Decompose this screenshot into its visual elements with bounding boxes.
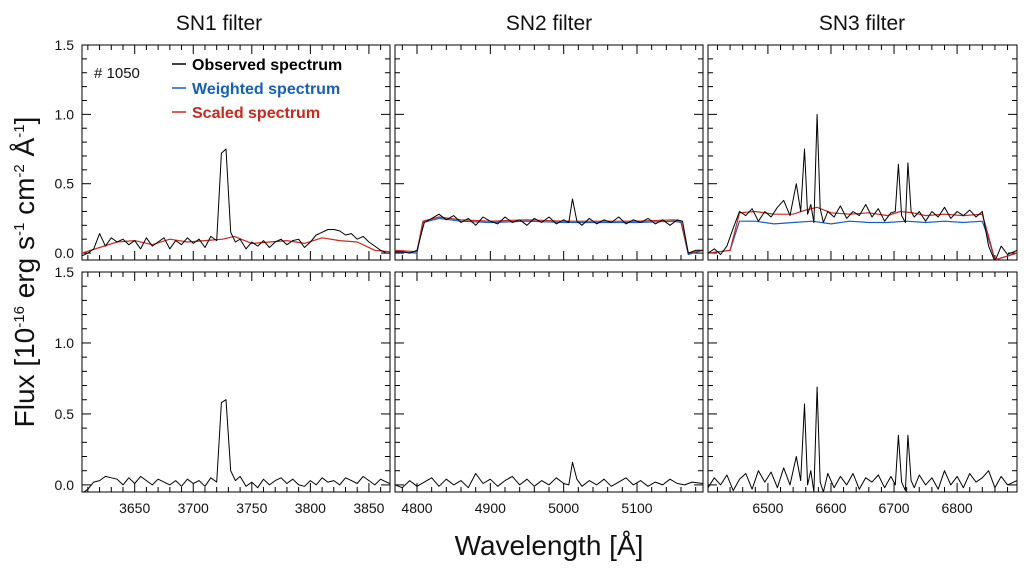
y-tick-label: 1.5 bbox=[55, 37, 75, 53]
series-line-observed bbox=[82, 148, 390, 257]
y-tick-label: 1.0 bbox=[55, 335, 75, 351]
x-tick-label: 4800 bbox=[401, 500, 432, 516]
y-tick-label: 0.0 bbox=[55, 477, 75, 493]
series-line-observed bbox=[395, 198, 703, 254]
series-line-observed bbox=[708, 113, 1017, 260]
panel-frame bbox=[707, 271, 1018, 493]
column-title-sn3: SN3 filter bbox=[819, 12, 905, 35]
x-tick-label: 6700 bbox=[878, 500, 909, 516]
y-axis-label-exp2: -1 bbox=[11, 223, 28, 236]
series-line-observed bbox=[395, 461, 703, 489]
x-tick-label: 3800 bbox=[295, 500, 326, 516]
x-tick-label: 6800 bbox=[942, 500, 973, 516]
legend: Observed spectrum Weighted spectrum Scal… bbox=[172, 57, 342, 122]
y-axis-label-exp4: -1 bbox=[11, 124, 28, 137]
x-tick-label: 6500 bbox=[752, 500, 783, 516]
panel-grid: 0.0 0.5 1.0 1.5 0.0 0.5 1.0 1.5 3650 3700 3750 3800… bbox=[55, 37, 1018, 516]
panel-sn1-top: 0.0 0.5 1.0 1.5 bbox=[55, 37, 391, 261]
series-line-scaled bbox=[708, 206, 1017, 260]
legend-label-scaled: Scaled spectrum bbox=[192, 105, 320, 122]
series-line-observed bbox=[83, 399, 390, 492]
galaxy-id-label: # 1050 bbox=[94, 65, 140, 82]
column-title-sn2: SN2 filter bbox=[506, 12, 592, 35]
panel-sn2-bottom: 4800 4900 5000 5100 bbox=[394, 271, 704, 516]
y-axis-label-pre: Flux [10 bbox=[9, 328, 40, 428]
panel-frame bbox=[81, 271, 391, 493]
y-tick-label: 0.0 bbox=[55, 245, 75, 261]
legend-label-weighted: Weighted spectrum bbox=[192, 81, 340, 98]
y-axis-label: Flux [10-16 erg s-1 cm-2 Å-1] bbox=[9, 117, 40, 428]
x-tick-label: 3850 bbox=[353, 500, 384, 516]
panel-frame bbox=[394, 271, 704, 493]
panel-sn1-bottom: 0.0 0.5 1.0 1.5 3650 3700 3750 3800 3850 bbox=[55, 264, 391, 516]
series-line-weighted bbox=[708, 220, 1017, 260]
column-title-sn1: SN1 filter bbox=[176, 12, 262, 35]
y-axis-label-mid3: Å bbox=[9, 137, 40, 164]
panel-sn3-bottom: 6500 6600 6700 6800 bbox=[707, 271, 1018, 516]
panel-sn2-top bbox=[394, 44, 704, 261]
y-axis-label-mid2: cm bbox=[9, 178, 40, 223]
x-tick-label: 5100 bbox=[621, 500, 652, 516]
x-axis-label: Wavelength [Å] bbox=[455, 530, 644, 561]
panel-sn3-top bbox=[707, 44, 1018, 261]
y-axis-label-post: ] bbox=[9, 117, 40, 125]
y-tick-label: 1.0 bbox=[55, 106, 75, 122]
y-tick-label: 0.5 bbox=[55, 176, 75, 192]
legend-label-observed: Observed spectrum bbox=[192, 57, 342, 74]
y-axis-label-mid1: erg s bbox=[9, 236, 40, 306]
y-tick-label: 1.5 bbox=[55, 264, 75, 280]
x-tick-label: 4900 bbox=[475, 500, 506, 516]
panel-frame bbox=[394, 44, 704, 261]
x-tick-label: 3650 bbox=[119, 500, 150, 516]
panel-frame bbox=[707, 44, 1018, 261]
y-axis-label-exp3: -2 bbox=[11, 164, 28, 177]
y-tick-label: 0.5 bbox=[55, 406, 75, 422]
x-tick-label: 6600 bbox=[815, 500, 846, 516]
x-tick-label: 3700 bbox=[178, 500, 209, 516]
series-line-observed bbox=[708, 386, 1017, 492]
panel-frame bbox=[81, 44, 391, 261]
x-tick-label: 3750 bbox=[236, 500, 267, 516]
x-tick-label: 5000 bbox=[548, 500, 579, 516]
series-line-weighted bbox=[395, 217, 703, 256]
y-axis-label-exp1: -16 bbox=[11, 306, 28, 328]
